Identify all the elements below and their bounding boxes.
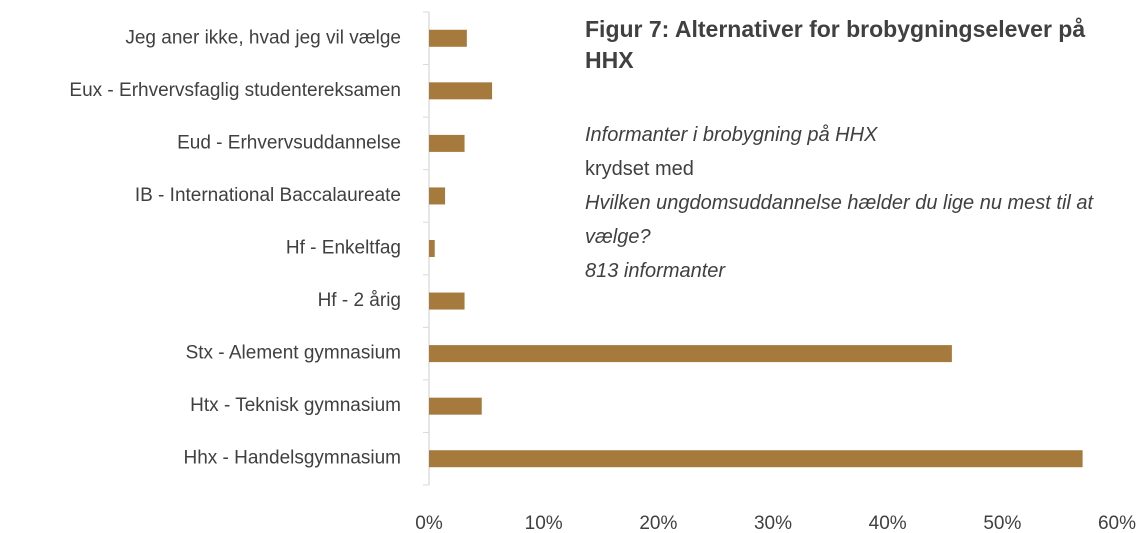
y-tick-label: Hhx - Handelsgymnasium — [183, 448, 401, 469]
x-tick-label: 0% — [415, 513, 443, 533]
x-tick-label: 10% — [525, 513, 563, 533]
bar — [429, 397, 482, 415]
bar — [429, 345, 952, 363]
x-tick-label: 40% — [869, 513, 907, 533]
y-tick-label: Eux - Erhvervsfaglig studentereksamen — [69, 80, 401, 101]
y-tick-label: Htx - Teknisk gymnasium — [190, 395, 401, 416]
y-tick-label: Jeg aner ikke, hvad jeg vil vælge — [125, 27, 401, 48]
annotation: Hvilken ungdomsuddannelse hælder du lige… — [585, 192, 1094, 248]
bar — [429, 29, 467, 47]
y-tick-label: Eud - Erhvervsuddannelse — [177, 132, 401, 153]
bar — [429, 240, 435, 257]
annotation: Informanter i brobygning på HHX — [585, 124, 878, 146]
y-tick-label: Hf - 2 årig — [318, 290, 401, 311]
chart-title: Figur 7: Alternativer for brobygningsele… — [585, 16, 1086, 73]
x-tick-label: 60% — [1098, 513, 1136, 533]
y-tick-label: IB - International Baccalaureate — [135, 185, 401, 206]
x-tick-label: 50% — [983, 513, 1021, 533]
y-tick-label: Hf - Enkeltfag — [286, 238, 401, 259]
bar — [429, 292, 465, 310]
x-tick-label: 20% — [639, 513, 677, 533]
annotations: Informanter i brobygning på HHX krydset m… — [585, 118, 1130, 288]
bar — [429, 134, 465, 152]
y-tick-label: Stx - Alement gymnasium — [186, 343, 401, 364]
annotation: krydset med — [585, 158, 694, 180]
bar — [429, 450, 1083, 468]
bar — [429, 82, 493, 100]
bar — [429, 187, 446, 205]
x-tick-label: 30% — [754, 513, 792, 533]
annotation: 813 informanter — [585, 260, 726, 282]
